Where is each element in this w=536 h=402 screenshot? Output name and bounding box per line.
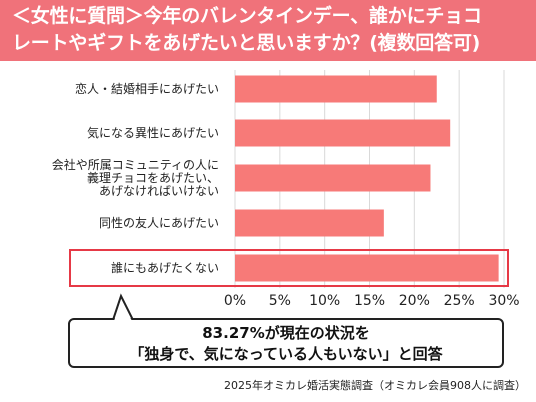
callout-box: 83.27%が現在の状況を 「独身で、気になっている人もいない」と回答 — [68, 318, 504, 368]
x-tick-label: 20% — [399, 293, 430, 309]
category-label: 誰にもあげたくない — [111, 260, 219, 275]
x-tick-label: 5% — [269, 293, 291, 309]
title-line-1: ＜女性に質問＞今年のバレンタインデー、誰かにチョコ — [12, 5, 482, 27]
bar-chart: 恋人・結婚相手にあげたい気になる異性にあげたい会社や所属コミュニティの人に義理チ… — [52, 70, 520, 309]
bar — [235, 119, 451, 147]
x-tick-label: 0% — [224, 293, 246, 309]
x-tick-label: 15% — [354, 293, 385, 309]
category-label: あげなければいけない — [99, 184, 219, 198]
bar — [235, 209, 384, 237]
category-label: 同性の友人にあげたい — [99, 216, 219, 230]
callout-line-2: 「独身で、気になっている人もいない」と回答 — [129, 345, 443, 363]
title-line-2: レートやギフトをあげたいと思いますか？(複数回答可) — [12, 32, 481, 54]
category-label: 義理チョコをあげたい、 — [87, 170, 219, 185]
category-label: 恋人・結婚相手にあげたい — [75, 81, 219, 96]
bar — [235, 254, 499, 282]
bar — [235, 164, 431, 192]
category-label: 気になる異性にあげたい — [87, 125, 219, 140]
x-tick-label: 30% — [488, 293, 519, 309]
callout-line-1: 83.27%が現在の状況を — [202, 324, 370, 342]
x-tick-label: 25% — [444, 293, 475, 309]
category-label: 会社や所属コミュニティの人に — [52, 157, 219, 172]
bar — [235, 75, 437, 103]
x-tick-label: 10% — [309, 293, 340, 309]
title-banner: ＜女性に質問＞今年のバレンタインデー、誰かにチョコ レートやギフトをあげたいと思… — [0, 0, 536, 61]
source-note: 2025年オミカレ婚活実態調査（オミカレ会員908人に調査） — [224, 379, 526, 392]
highlight-frame — [69, 249, 509, 287]
